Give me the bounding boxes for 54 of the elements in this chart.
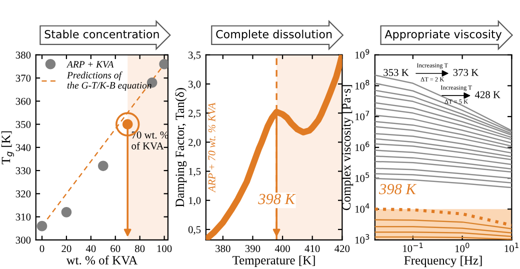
y-tick-label: 10$^{8}$ (355, 80, 370, 90)
y-tick-label: 1,0 (188, 197, 201, 206)
y-axis-title: Complex viscosity [Pa·s] (342, 85, 354, 210)
x-tick-label: 40 (86, 245, 96, 252)
annotation: 353 K (384, 68, 409, 76)
y-tick-label: 10$^{9}$ (355, 49, 370, 59)
x-tick-label: 10$^{0}$ (455, 242, 470, 252)
annotation: 398 K (379, 184, 417, 194)
y-tick-label: 300 (16, 236, 31, 244)
y-tick-label: 310 (16, 214, 31, 221)
y-tick-label: 340 (16, 144, 31, 152)
annotation: 398 K (258, 194, 296, 204)
y-tick-label: 380 (16, 52, 31, 59)
chart-title: Appropriate viscosity (384, 30, 502, 41)
y-tick-label: 2,5 (188, 110, 201, 118)
y-tick-label: 10$^{6}$ (355, 142, 370, 152)
x-axis-title: wt. % of KVA (66, 256, 138, 265)
y-tick-label: 3,0 (188, 80, 201, 90)
x-tick-label: 20 (62, 245, 72, 252)
x-tick-label: 400 (274, 245, 290, 252)
x-tick-label: 410 (304, 245, 320, 252)
legend-label: Predictions of the G-T/K-B equation (66, 72, 152, 91)
y-tick-label: 360 (16, 98, 31, 105)
x-tick-label: 420 (334, 245, 350, 252)
y-tick-label: 3,5 (188, 52, 201, 60)
chart-title: Complete dissolution (216, 30, 332, 41)
annotation: ARP + 70 wt. % KVA (208, 102, 216, 193)
chart-title: Stable concentration (44, 30, 159, 38)
y-tick-label: 0,5 (188, 226, 201, 235)
y-tick-label: 10$^{5}$ (355, 172, 370, 182)
annotation: 373 K (453, 68, 479, 76)
x-tick-label: 60 (110, 245, 120, 252)
y-tick-label: 10$^{3}$ (355, 234, 370, 244)
y-tick-label: 350 (16, 120, 31, 128)
x-tick-label: 100 (157, 245, 172, 252)
x-tick-label: 10$^{1}$ (504, 242, 518, 252)
y-tick-label: 10$^{7}$ (355, 110, 370, 120)
x-tick-label: 390 (245, 245, 260, 252)
y-tick-label: 370 (16, 74, 31, 82)
y-axis-title: Damping Factor, Tan(δ) (175, 88, 187, 207)
y-tick-label: 10$^{4}$ (355, 203, 370, 213)
legend-label: ARP + KVA (66, 61, 114, 68)
x-axis-title: Frequency [Hz] (404, 256, 482, 268)
x-tick-label: 10$^{−1}$ (403, 242, 423, 252)
y-tick-label: 2,0 (188, 138, 201, 148)
x-tick-label: 380 (216, 245, 230, 252)
x-tick-label: 80 (135, 245, 145, 252)
y-tick-label: 330 (16, 167, 31, 174)
y-tick-label: 1,5 (188, 168, 201, 176)
y-axis-title: T$_{g}$ [K] (1, 131, 14, 164)
annotation: 428 K (474, 91, 500, 98)
x-tick-label: 0 (40, 245, 44, 252)
y-tick-label: 320 (16, 190, 31, 198)
x-axis-title: Temperature [K] (232, 256, 315, 267)
